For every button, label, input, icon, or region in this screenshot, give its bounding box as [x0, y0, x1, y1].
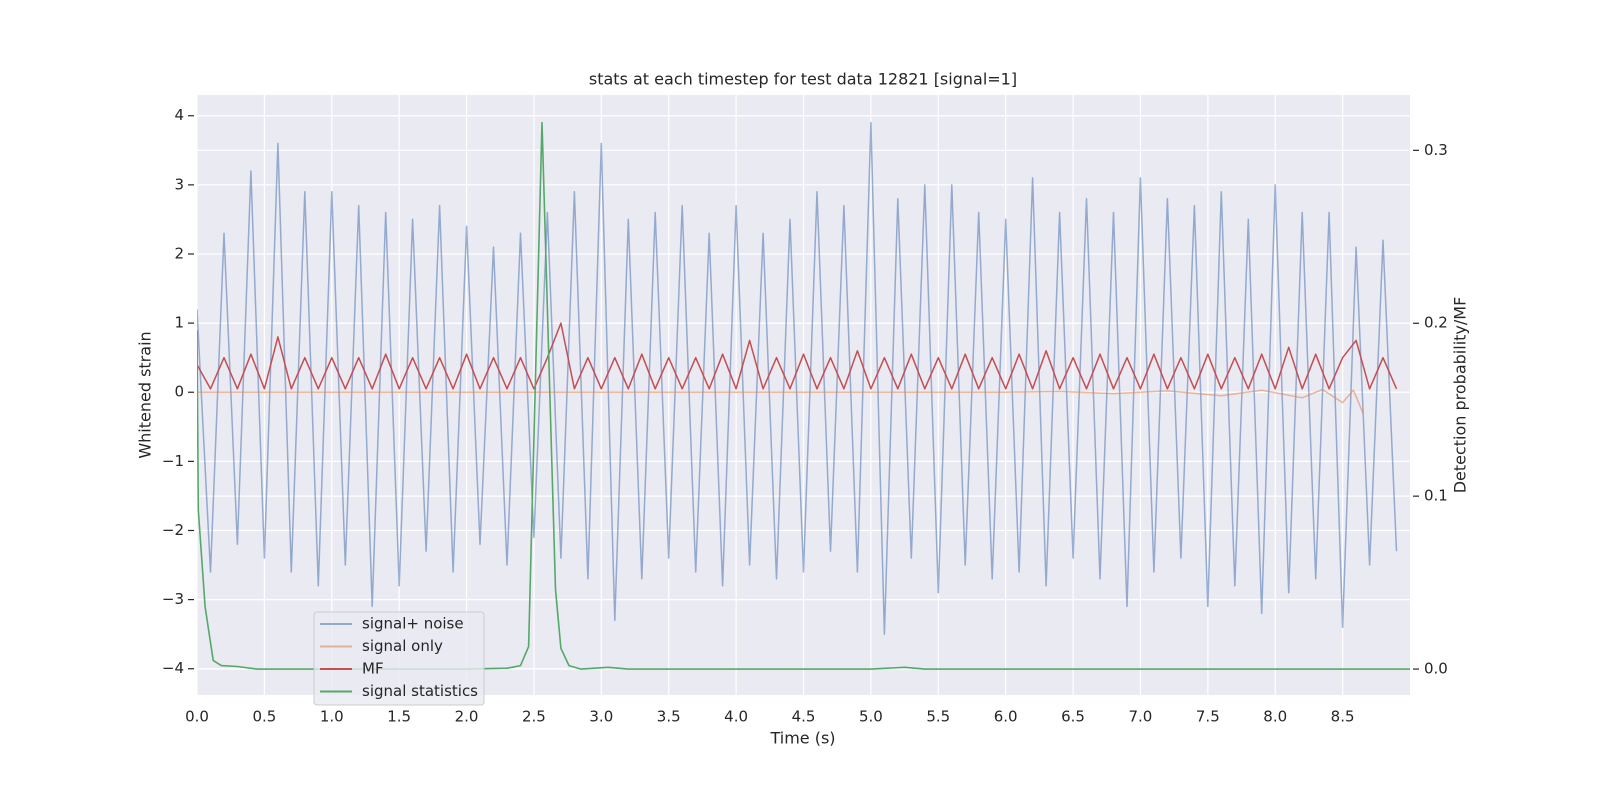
y2-tick-label: 0.3: [1424, 141, 1448, 159]
y-axis-label: Whitened strain: [136, 331, 155, 458]
x-tick-label: 2.0: [455, 708, 479, 726]
series-line: [197, 388, 1364, 414]
y-tick-label: −1: [162, 452, 184, 470]
x-tick-label: 8.5: [1331, 708, 1355, 726]
series-lines: [197, 121, 1410, 670]
x-tick-label: 5.5: [926, 708, 950, 726]
x-tick-label: 7.0: [1129, 708, 1153, 726]
legend-label: signal statistics: [362, 682, 478, 700]
x-tick-label: 3.5: [657, 708, 681, 726]
y-tick-label: −4: [162, 659, 184, 677]
y-tick-label: 2: [174, 244, 184, 262]
x-tick-label: 3.0: [589, 708, 613, 726]
y-tick-label: −3: [162, 590, 184, 608]
y-tick-label: 4: [174, 106, 184, 124]
x-tick-label: 4.0: [724, 708, 748, 726]
series-line: [197, 121, 1410, 670]
x-tick-label: 4.5: [792, 708, 816, 726]
legend-label: MF: [362, 660, 384, 678]
x-tick-label: 1.5: [387, 708, 411, 726]
legend-label: signal only: [362, 637, 443, 655]
y2-axis-label: Detection probability/MF: [1451, 297, 1470, 494]
x-tick-label: 0.0: [185, 708, 209, 726]
axes: 0.0 0.5 1.0 1.5 2.0 2.5 3.0 3.5 4.0 4.5 5.0 5.5 6.0 6…: [162, 106, 1448, 725]
x-tick-label: 2.5: [522, 708, 546, 726]
x-axis-label: Time (s): [769, 729, 835, 748]
x-tick-label: 7.5: [1196, 708, 1220, 726]
y2-tick-label: 0.2: [1424, 314, 1448, 332]
y-tick-label: 1: [174, 314, 184, 332]
legend-box: [313, 611, 485, 706]
y2-tick-label: 0.0: [1424, 660, 1448, 678]
series-line: [197, 121, 1398, 635]
x-tick-label: 6.5: [1061, 708, 1085, 726]
chart-title: stats at each timestep for test data 128…: [589, 70, 1017, 89]
series-line: [197, 322, 1398, 390]
x-tick-label: 6.0: [994, 708, 1018, 726]
legend: signal+ noise signal only MF signal statist…: [313, 611, 485, 706]
y-tick-label: −2: [162, 521, 184, 539]
x-tick-label: 5.0: [859, 708, 883, 726]
y-tick-label: 0: [174, 383, 184, 401]
x-tick-label: 8.0: [1263, 708, 1287, 726]
y-tick-label: 3: [174, 175, 184, 193]
y2-tick-label: 0.1: [1424, 487, 1448, 505]
x-tick-label: 1.0: [320, 708, 344, 726]
legend-label: signal+ noise: [362, 615, 464, 633]
x-tick-label: 0.5: [252, 708, 276, 726]
